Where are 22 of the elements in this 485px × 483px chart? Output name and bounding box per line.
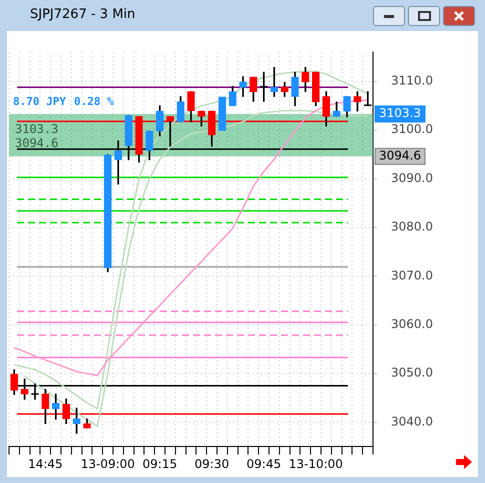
x-tick-label: 09:15 <box>142 456 178 471</box>
x-tick-label: 09:30 <box>194 456 230 471</box>
annotation: 3094.6 <box>15 136 58 150</box>
annotation: 0.28 % <box>74 94 114 108</box>
y-tick-label: 3040.0 <box>391 414 434 428</box>
y-tick-label: 3100.0 <box>391 122 434 136</box>
y-tick-label: 3070.0 <box>391 268 434 282</box>
x-tick-label: 13-09:00 <box>80 456 135 471</box>
x-tick-label: 14:45 <box>28 456 63 471</box>
y-tick-label: 3060.0 <box>391 316 434 331</box>
text: 3103.3 <box>379 106 422 120</box>
annotation: 3103.3 <box>15 122 58 136</box>
y-tick-label: 3080.0 <box>391 220 434 234</box>
text: 3094.6 <box>379 148 422 163</box>
candlestick <box>218 96 226 131</box>
y-tick-label: 3110.0 <box>391 74 434 88</box>
y-tick-label: 3050.0 <box>391 366 434 380</box>
annotation: 8.70 JPY <box>13 94 66 108</box>
chart-title: SJPJ7267 - 3 Min <box>30 7 136 22</box>
y-tick-label: 3090.0 <box>391 170 434 185</box>
x-tick-label: 13-10:00 <box>288 456 343 471</box>
x-tick-label: 09:45 <box>246 456 282 471</box>
